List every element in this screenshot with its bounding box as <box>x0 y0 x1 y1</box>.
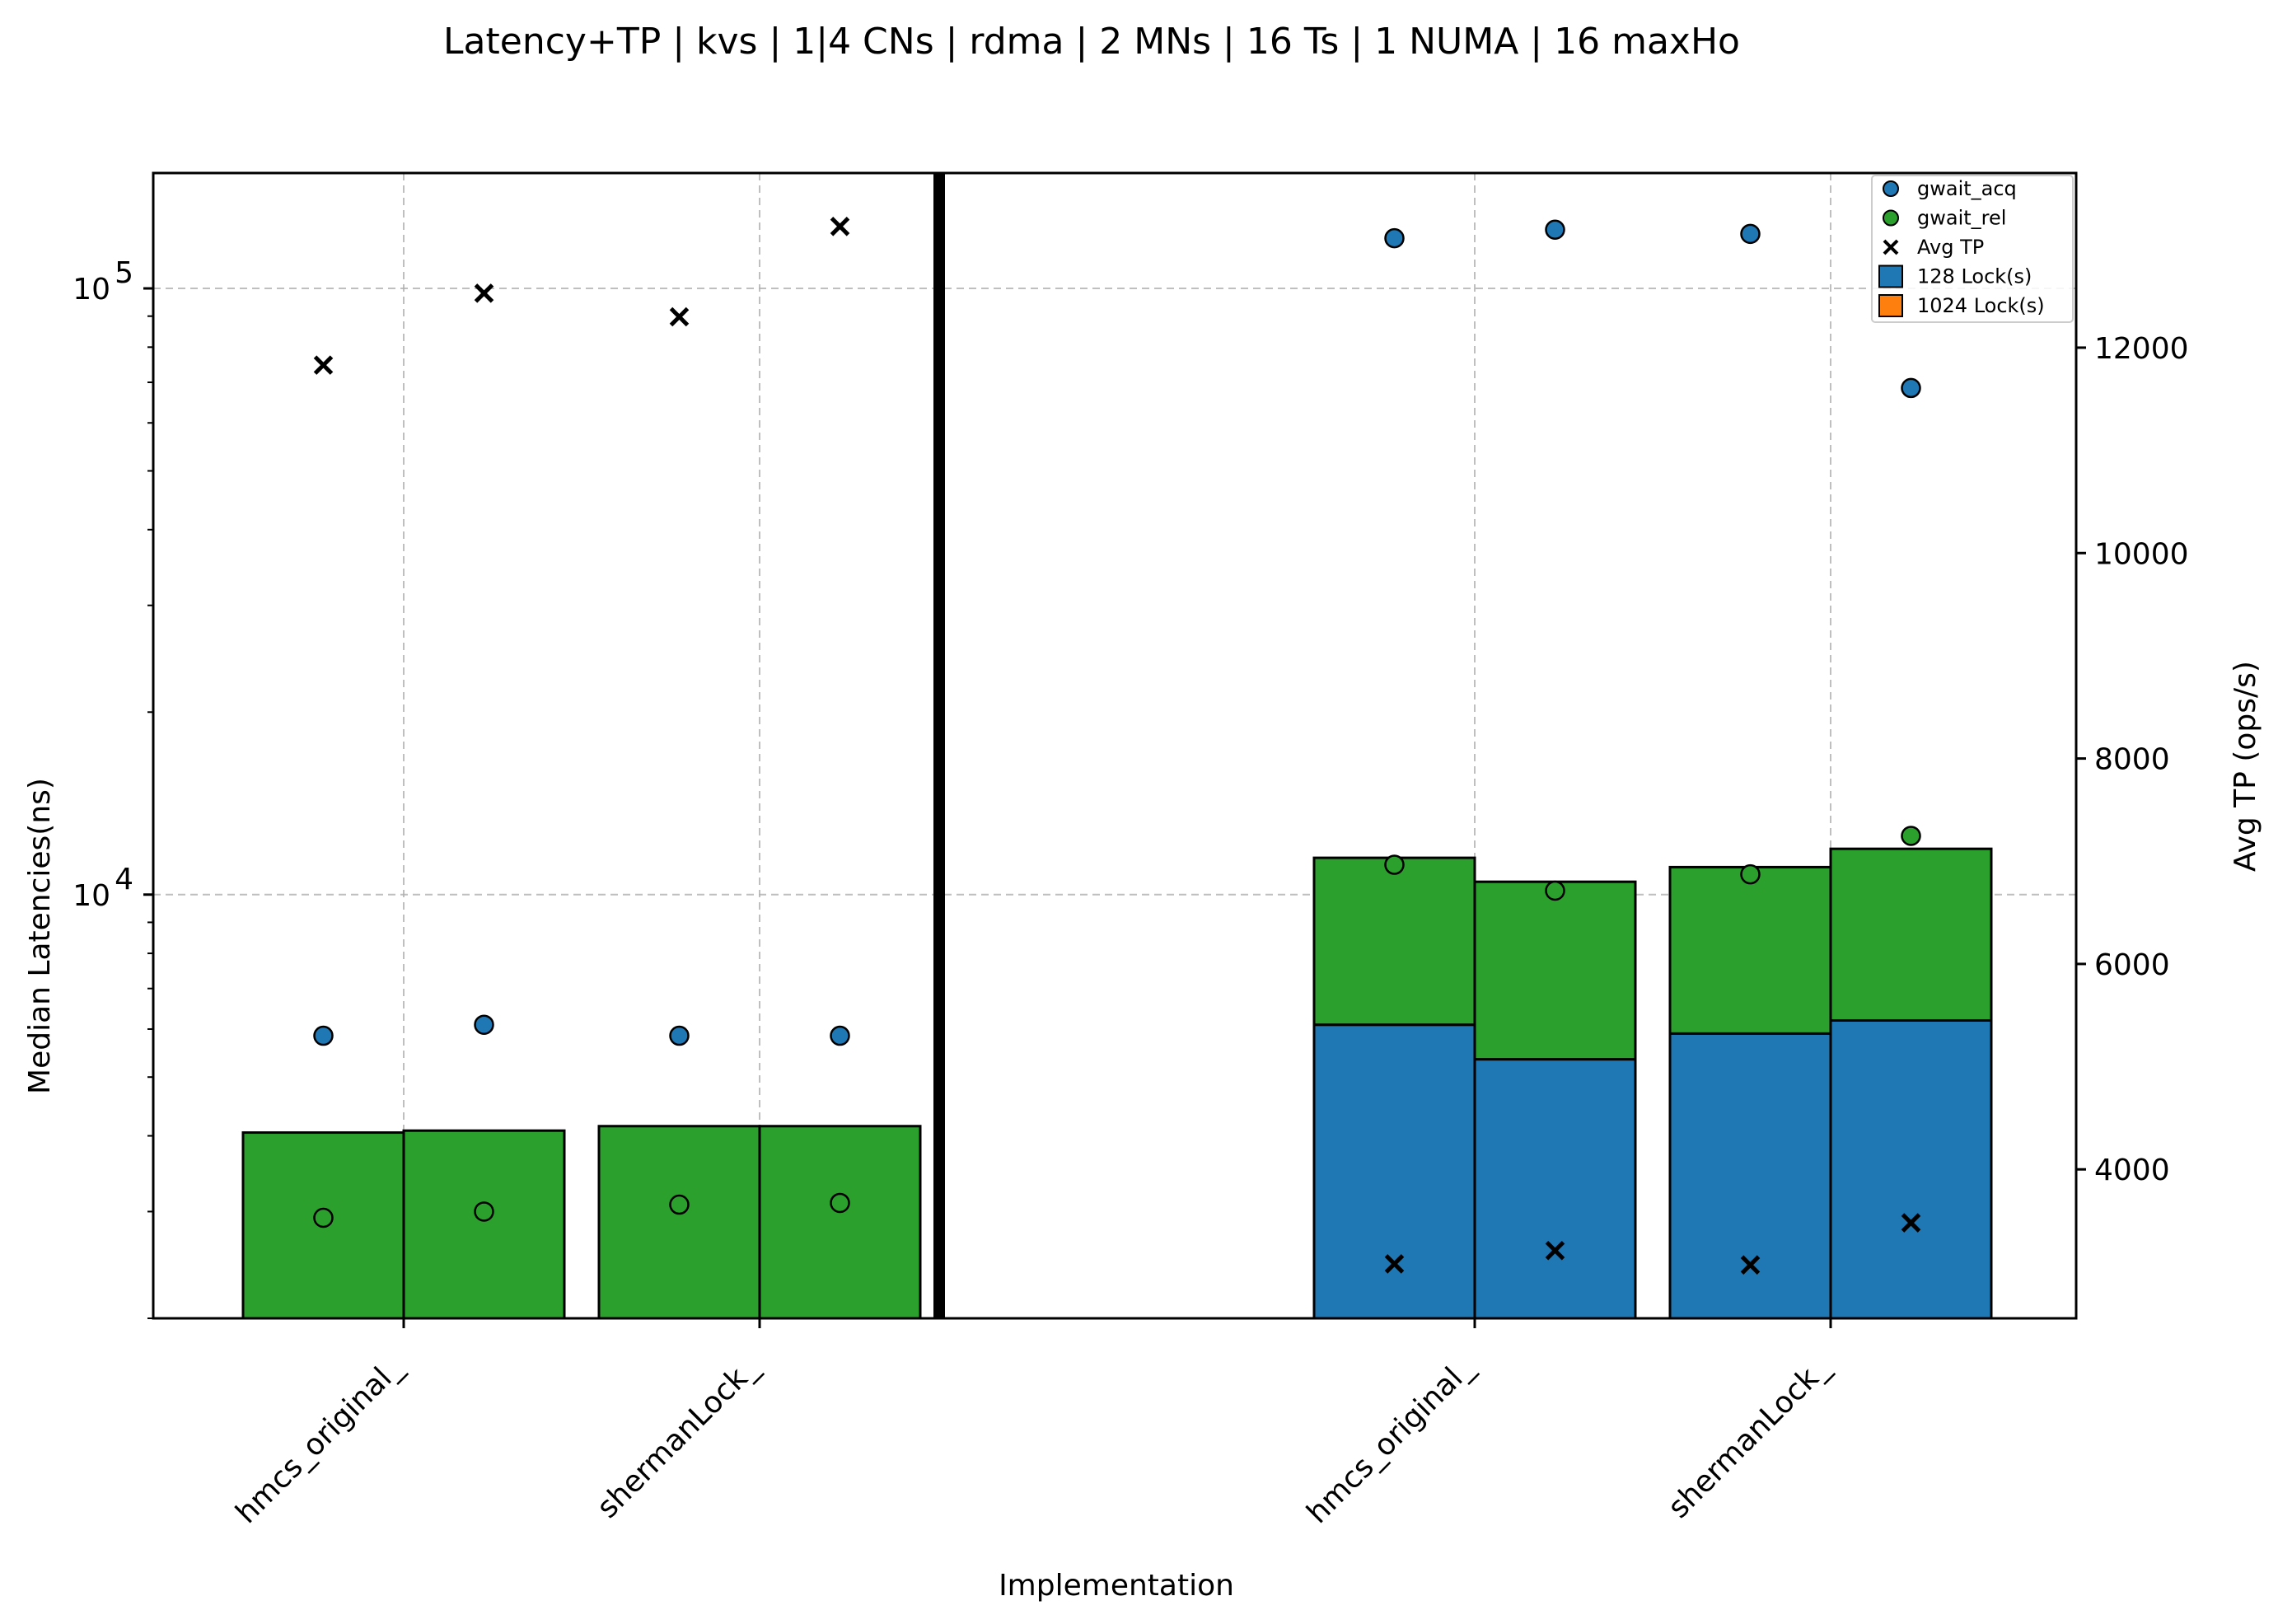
legend-marker-square <box>1878 294 1903 317</box>
y2-axis-label: Avg TP (ops/s) <box>2229 661 2262 872</box>
gwait-rel-point <box>830 1192 850 1214</box>
gwait-rel-point <box>1545 880 1565 901</box>
bar-segment-acq <box>1312 1023 1476 1320</box>
bar-segment-rel <box>1312 856 1476 1027</box>
y-tick-label: 10 <box>73 879 110 913</box>
gwait-acq-point <box>830 1025 850 1046</box>
y-tick-label: 10 <box>73 273 110 307</box>
gwait-rel-point <box>669 1194 690 1215</box>
legend-label: gwait_rel <box>1917 207 2006 230</box>
y2-tick-label: 4000 <box>2094 1154 2170 1187</box>
y2-tick-label: 8000 <box>2094 743 2170 777</box>
bar-segment-rel <box>597 1125 761 1320</box>
gwait-rel-point <box>1740 863 1761 885</box>
avg-tp-marker <box>830 217 850 236</box>
gwait-acq-point <box>1740 223 1761 245</box>
legend-label: 1024 Lock(s) <box>1917 294 2045 317</box>
gwait-acq-point <box>313 1025 334 1046</box>
legend-marker-circle <box>1883 180 1899 197</box>
y-tick-exponent: 4 <box>115 863 133 896</box>
avg-tp-stroke <box>1384 1254 1405 1274</box>
bar-segment-acq <box>1668 1032 1832 1320</box>
avg-tp-marker <box>474 283 494 303</box>
avg-tp-marker <box>1384 1254 1405 1274</box>
bar-segment-rel <box>402 1129 566 1320</box>
avg-tp-marker <box>1901 1213 1921 1233</box>
y-tick-exponent: 5 <box>115 256 133 290</box>
bar-segment-rel <box>1668 865 1832 1035</box>
chart-title: Latency+TP | kvs | 1|4 CNs | rdma | 2 MN… <box>443 21 1740 63</box>
x-axis-label: Implementation <box>999 1569 1234 1603</box>
gwait-acq-point <box>1384 227 1405 249</box>
plot-area: 10 410 54000600080001000012000hmcs_origina… <box>73 171 2189 1530</box>
bar-segment-rel <box>1473 880 1637 1061</box>
gwait-rel-point <box>474 1201 494 1222</box>
x-tick-label: hmcs_original_ <box>230 1350 409 1530</box>
legend-label: gwait_acq <box>1917 177 2017 200</box>
legend-marker-cross <box>1883 239 1899 255</box>
x-tick-label: shermanLock_ <box>1662 1350 1836 1525</box>
bar-segment-rel <box>758 1125 922 1320</box>
avg-tp-stroke <box>313 355 334 375</box>
y2-tick-label: 10000 <box>2094 537 2189 571</box>
avg-tp-stroke <box>669 307 690 327</box>
gwait-acq-point <box>1545 219 1565 240</box>
plot-frame <box>152 171 2078 1320</box>
avg-tp-marker <box>1740 1255 1761 1275</box>
avg-tp-marker <box>313 355 334 375</box>
legend-marker-circle <box>1883 209 1899 227</box>
gwait-rel-point <box>1901 826 1921 846</box>
legend-frame <box>1871 175 2074 323</box>
gwait-rel-point <box>313 1207 334 1229</box>
y2-tick-label: 12000 <box>2094 332 2189 366</box>
gwait-acq-point <box>1901 377 1921 399</box>
y-axis-label: Median Latencies(ns) <box>23 778 57 1094</box>
bar-segment-acq <box>1829 1018 1993 1320</box>
gwait-rel-point <box>1384 854 1405 875</box>
avg-tp-stroke <box>1545 1240 1565 1261</box>
avg-tp-marker <box>1545 1240 1565 1261</box>
x-tick-label: shermanLock_ <box>591 1350 765 1525</box>
avg-tp-stroke <box>1740 1255 1761 1275</box>
legend: gwait_acq gwait_rel Avg TP 128 Lock(s) 1024 … <box>1871 175 2074 323</box>
bar-segment-acq <box>1473 1058 1637 1320</box>
legend-label: 128 Lock(s) <box>1917 265 2032 288</box>
legend-label: Avg TP <box>1917 236 1984 259</box>
gwait-acq-point <box>669 1025 690 1046</box>
avg-tp-stroke <box>1901 1213 1921 1233</box>
bar-segment-rel <box>1829 847 1993 1022</box>
avg-tp-stroke <box>830 217 850 236</box>
x-tick-label: hmcs_original_ <box>1301 1350 1480 1530</box>
legend-marker-square <box>1878 264 1903 288</box>
avg-tp-stroke <box>474 283 494 303</box>
gwait-acq-point <box>474 1014 494 1035</box>
avg-tp-marker <box>669 307 690 327</box>
y2-tick-label: 6000 <box>2094 948 2170 982</box>
